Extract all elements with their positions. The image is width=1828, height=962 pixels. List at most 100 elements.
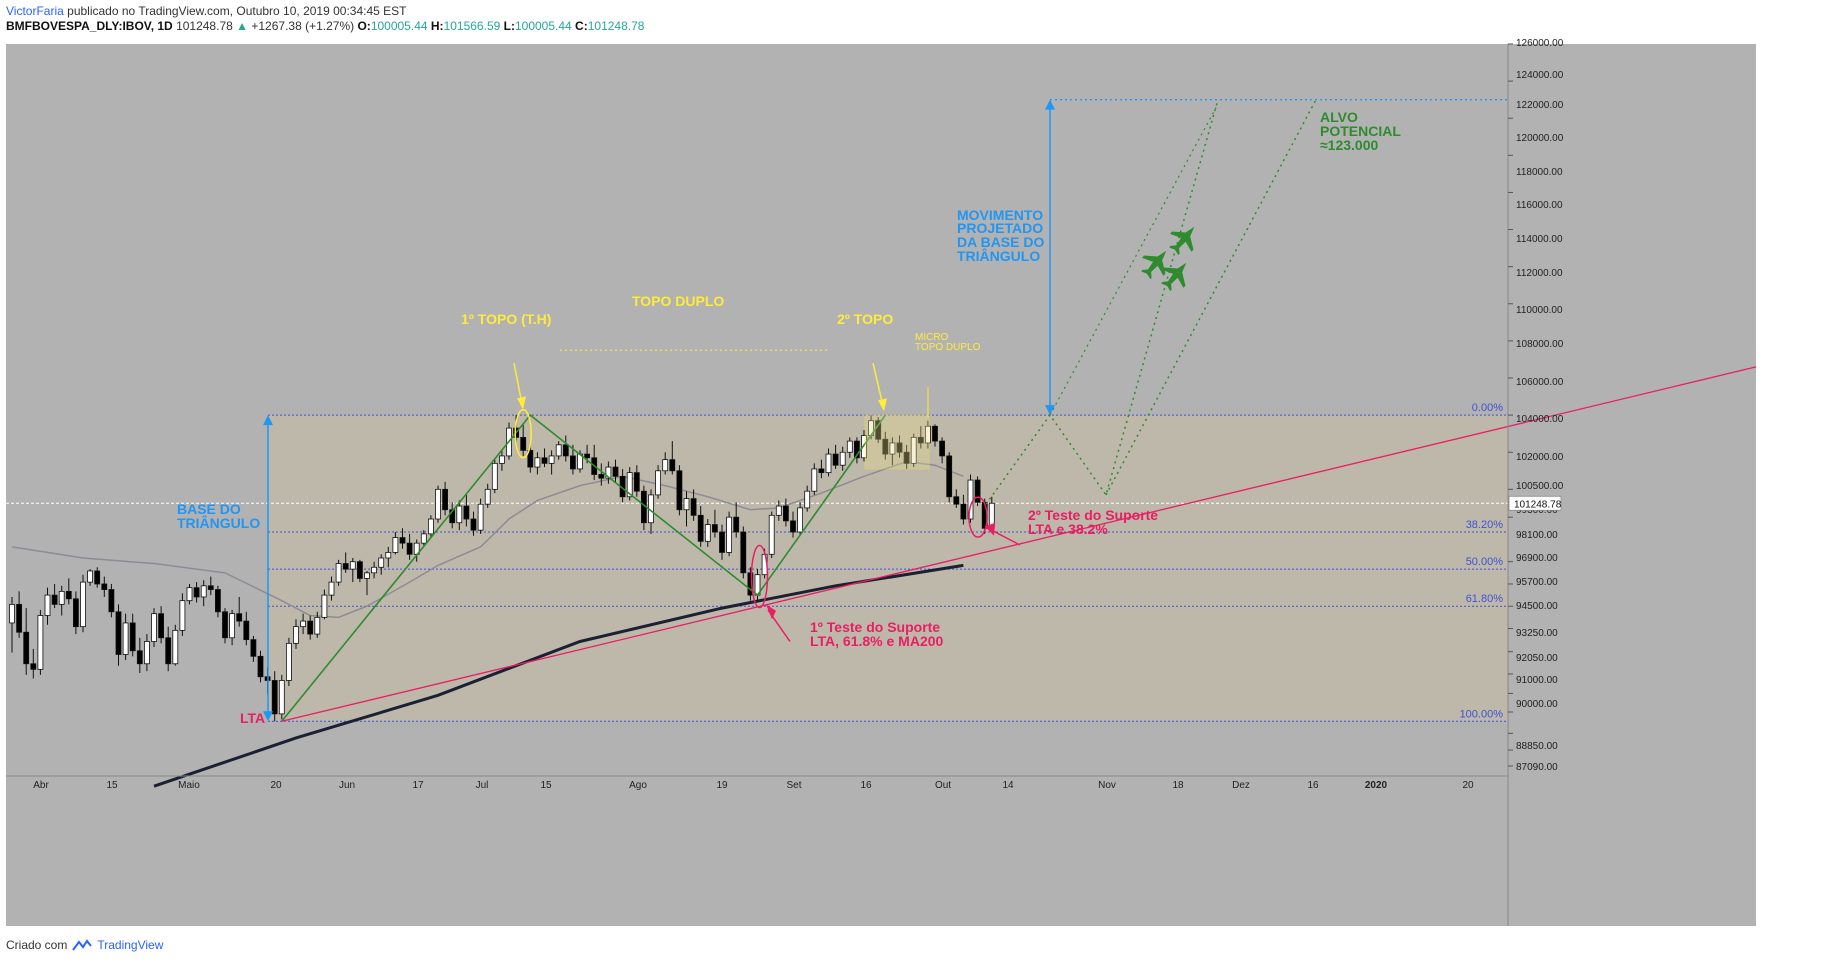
candle-body — [37, 615, 44, 670]
time-tick-label: 16 — [1307, 780, 1319, 791]
symbol-line: BMFBOVESPA_DLY:IBOV, 1D 101248.78 ▲ +126… — [6, 19, 644, 34]
candle-body — [342, 563, 349, 570]
candle-body — [527, 449, 534, 468]
price-tick-label: 122000.00 — [1516, 100, 1564, 111]
price-tick-label: 92050.00 — [1516, 653, 1558, 664]
candle-body — [846, 440, 853, 453]
candle-body — [733, 516, 740, 533]
candle-body — [115, 611, 122, 655]
lta-label: LTA — [240, 710, 265, 726]
moving-averages — [11, 460, 964, 788]
candle-body — [172, 629, 179, 665]
price-tick-label: 95700.00 — [1516, 577, 1558, 588]
candle-body — [278, 680, 285, 715]
time-tick-label: 14 — [1002, 780, 1014, 791]
time-tick-label: Maio — [178, 780, 200, 791]
price-tick-label: 126000.00 — [1516, 38, 1564, 49]
projection-path-3 — [1049, 107, 1217, 416]
second-top-pointer-head — [878, 398, 887, 412]
second-top-pointer — [872, 362, 884, 407]
micro-top-label-2: TOPO DUPLO — [915, 342, 981, 353]
candle-body — [605, 466, 612, 479]
candle-body — [349, 561, 356, 570]
price-tick-label: 102000.00 — [1516, 452, 1564, 463]
candle-body — [300, 620, 307, 628]
candle-body — [101, 583, 108, 590]
candle-body — [165, 637, 172, 665]
last-price-badge — [1508, 495, 1562, 511]
candle-body — [804, 490, 811, 509]
first-top-marker — [514, 408, 532, 459]
time-tick-label: 2020 — [1365, 780, 1388, 791]
candle-body — [669, 459, 676, 472]
fib-retracement[interactable]: 0.00% 38.20% 50.00% 61.80% 100.00% — [6, 402, 1508, 722]
candle-body — [570, 455, 576, 470]
candle-body — [953, 496, 960, 505]
symbol-name[interactable]: BMFBOVESPA_DLY:IBOV, 1D — [6, 19, 173, 33]
candle-body — [882, 438, 889, 455]
price-tick-label: 110000.00 — [1516, 305, 1563, 316]
jet-icon — [1169, 226, 1195, 256]
candle-body — [676, 470, 683, 511]
candle-body — [534, 457, 541, 468]
time-tick-label: Dez — [1232, 780, 1250, 791]
fib-level-label: 38.20% — [1466, 519, 1504, 531]
price-tick-label: 94500.00 — [1516, 601, 1558, 612]
candle-body — [392, 537, 399, 553]
candle-body — [328, 581, 335, 596]
ma20-line — [11, 460, 964, 619]
candle-body — [271, 680, 278, 715]
fib-level-label: 0.00% — [1472, 402, 1503, 414]
candle-body — [257, 655, 264, 678]
price-tick-label: 112000.00 — [1516, 268, 1563, 279]
candle-body — [917, 436, 924, 444]
last-price-badge-label: 101248.78 — [1514, 499, 1562, 510]
candle-body — [307, 620, 314, 635]
tradingview-link[interactable]: TradingView — [97, 938, 164, 952]
time-tick-label: Nov — [1098, 780, 1116, 791]
close-value: 101248.78 — [587, 19, 645, 33]
candle-body — [293, 626, 299, 644]
candle-body — [243, 620, 250, 641]
candle-body — [477, 503, 484, 531]
candle-body — [697, 514, 704, 542]
candle-body — [662, 459, 669, 472]
candle-body — [356, 561, 363, 579]
first-top-label: 1º TOPO (T.H) — [461, 311, 551, 327]
price-tick-label: 108000.00 — [1516, 339, 1564, 350]
projection-path-1 — [985, 99, 1219, 505]
second-test-pointer-head — [985, 522, 995, 536]
candle-body — [179, 600, 186, 631]
fib-level-label: 50.00% — [1466, 556, 1504, 568]
second-top-label: 2º TOPO — [837, 311, 893, 327]
candle-body — [143, 641, 150, 665]
fib-level-label: 100.00% — [1460, 708, 1504, 720]
candle-body — [896, 442, 903, 453]
close-label: C: — [575, 19, 588, 33]
candle-body — [236, 613, 243, 622]
price-tick-label: 114000.00 — [1516, 234, 1563, 245]
author-link[interactable]: VictorFaria — [6, 4, 64, 18]
candle-body — [23, 631, 30, 665]
candle-body — [889, 442, 896, 455]
first-top-pointer-head — [517, 396, 526, 410]
publish-line: VictorFaria publicado no TradingView.com… — [6, 4, 644, 19]
time-axis[interactable]: Abr 15 Maio 20 Jun 17 Jul 15 Ago 19 Set 16 Out 14 Nov 1… — [6, 775, 1508, 791]
time-tick-label: Abr — [33, 780, 49, 791]
candle-body — [491, 462, 498, 490]
candle-body — [94, 570, 101, 585]
candle-body — [200, 585, 207, 598]
candle-body — [584, 453, 590, 459]
candle-body — [974, 479, 981, 503]
base-label-1: BASE DO — [177, 501, 241, 517]
candle-body — [314, 616, 321, 635]
price-axis[interactable]: 126000.00 124000.00 122000.00 120000.00 1180… — [1507, 38, 1564, 926]
candle-body — [158, 613, 165, 639]
time-tick-label: 19 — [716, 780, 728, 791]
price-tick-label: 87090.00 — [1516, 762, 1558, 773]
price-tick-label: 88850.00 — [1516, 741, 1558, 752]
projection-label-1: MOVIMENTO — [957, 207, 1043, 223]
target-label-1: ALVO — [1320, 109, 1358, 125]
